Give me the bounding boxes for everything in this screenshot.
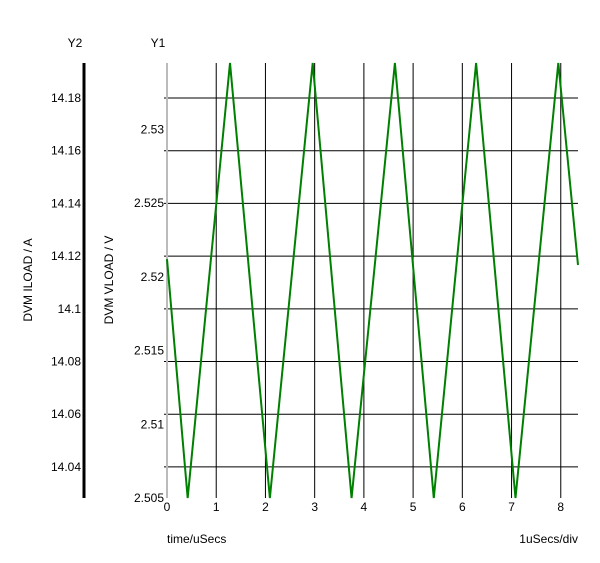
y2-tick-label: 14.08 [51,355,81,369]
y1-tick-label: 2.515 [134,344,164,358]
y2-tick-label: 14.12 [51,249,81,263]
series-line [166,62,579,499]
y1-tick-label: 2.525 [134,196,164,210]
y2-label: DVM ILOAD / A [21,238,35,321]
y2-axis-title: Y2 [68,36,83,50]
x-tick-label: 1 [213,500,220,514]
y2-tick-label: 14.04 [51,460,81,474]
x-tick-label: 3 [311,500,318,514]
x-tick-label: 4 [361,500,368,514]
y1-tick-label: 2.53 [141,122,165,136]
y1-tick-label: 2.52 [141,270,165,284]
x-tick-label: 2 [262,500,269,514]
y2-tick-label: 14.06 [51,407,81,421]
y1-tick-label: 2.505 [134,491,164,505]
x-tick-label: 0 [164,500,171,514]
x-tick-label: 8 [557,500,564,514]
y1-axis-title: Y1 [151,36,166,50]
y2-tick-label: 14.16 [51,144,81,158]
y2-tick-label: 14.18 [51,91,81,105]
y2-tick-label: 14.14 [51,196,81,210]
y2-tick-label: 14.1 [58,302,82,316]
y1-label: DVM VLOAD / V [102,236,116,325]
x-tick-label: 6 [459,500,466,514]
x-tick-label: 7 [508,500,515,514]
x-label: time/uSecs [167,532,226,546]
y1-tick-label: 2.51 [141,417,165,431]
x-tick-label: 5 [410,500,417,514]
x-scale-note: 1uSecs/div [519,532,578,546]
